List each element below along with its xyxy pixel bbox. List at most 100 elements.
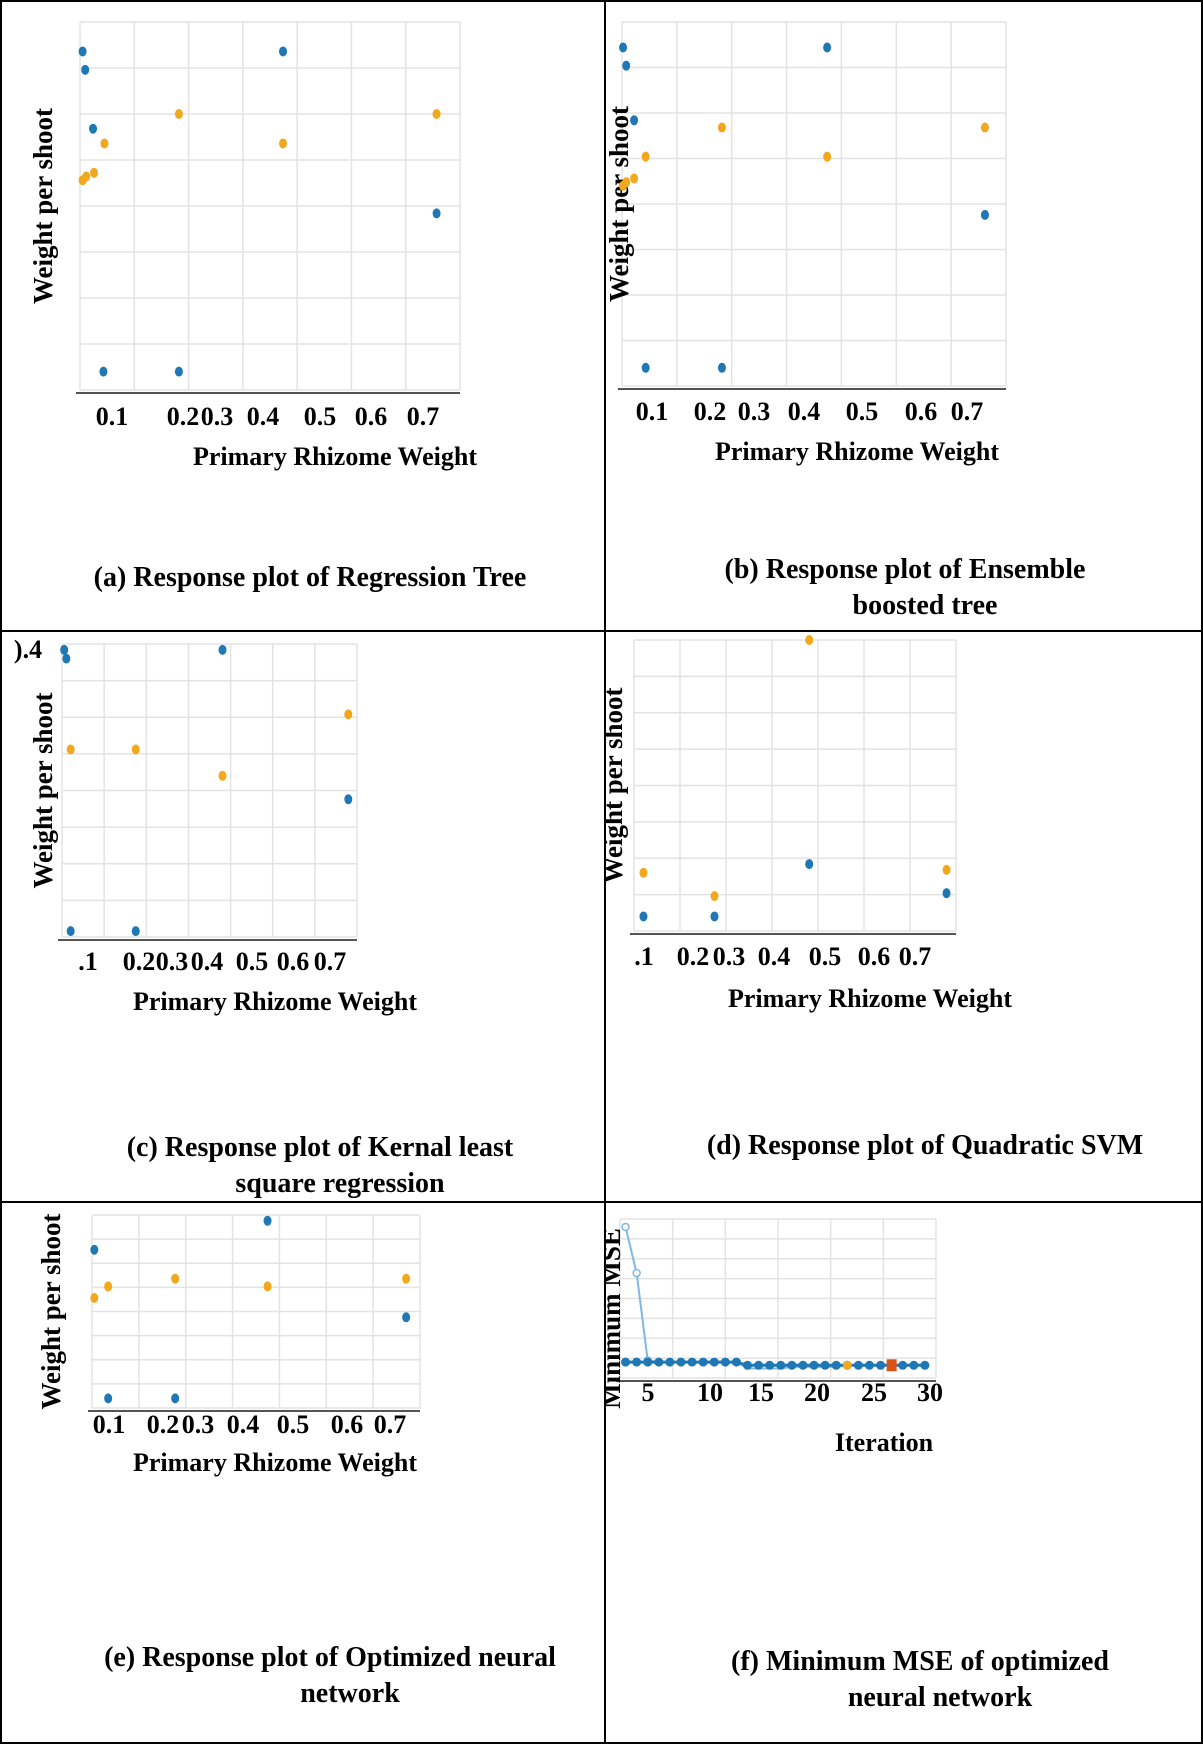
data-point-blue [622,60,631,71]
x-tick-label: 0.6 [858,942,891,971]
data-point-orange [805,635,814,645]
data-point-orange [710,891,719,902]
series-point-observed [709,1357,719,1367]
x-tick-label: 0.2 [167,402,200,431]
data-point-blue [81,64,90,75]
x-tick-label: 20 [804,1378,830,1407]
x-tick-label: .1 [78,947,98,976]
series-point-observed [787,1360,797,1370]
caption-f: (f) Minimum MSE of optimized neural netw… [660,1644,1180,1716]
x-tick-label: 0.5 [846,397,879,426]
data-point-orange [942,864,951,875]
data-point-orange [100,138,109,149]
caption-d-line1: (d) Response plot of Quadratic SVM [706,1130,1144,1161]
x-tick-label: 0.2 [677,942,710,971]
data-point-orange [90,1292,99,1303]
caption-b: (b) Response plot of Ensemble boosted tr… [640,552,1170,624]
data-point-blue [630,115,639,126]
series-point-observed [754,1360,764,1370]
caption-f-line1: (f) Minimum MSE of optimized [731,1646,1109,1677]
series-point-observed [920,1360,930,1370]
x-tick-label: 0.4 [191,947,224,976]
x-tick-label: 0.7 [899,942,932,971]
x-tick-label: 0.5 [304,402,337,431]
x-tick-label: 0.5 [809,942,842,971]
data-point-blue [174,366,183,377]
series-point-observed [632,1357,642,1367]
caption-c: (c) Response plot of Kernal least square… [60,1130,580,1202]
x-axis-label: Primary Rhizome Weight [715,437,999,466]
data-point-orange [823,151,832,162]
data-point-blue [99,366,108,377]
data-point-orange [622,177,631,188]
data-point-blue [432,208,441,219]
highlight-point-marker [842,1360,852,1370]
series-point-observed [720,1357,730,1367]
caption-e-line2: network [300,1678,400,1709]
x-tick-label: 0.4 [758,942,791,971]
caption-d: (d) Response plot of Quadratic SVM [660,1128,1190,1164]
x-tick-label: 0.2 [123,947,156,976]
series-line-estimated [624,1226,925,1370]
x-tick-label: 0.1 [96,402,129,431]
data-point-orange [344,709,353,720]
series-point-observed [676,1357,686,1367]
data-point-orange [639,867,648,878]
x-tick-label: 0.3 [738,397,771,426]
x-tick-label: 15 [748,1378,774,1407]
y-axis-label: Minimum MSE [604,1228,626,1409]
x-tick-label: 0.1 [636,397,669,426]
data-point-orange [402,1273,411,1284]
x-axis-label: Primary Rhizome Weight [728,984,1012,1013]
panel-e-chart: Weight per shoot 0.1 0.2 0.3 0.4 0.5 0.6 0.7 Pri… [36,1213,421,1477]
panel-f-chart: Minimum MSE 5 10 15 20 25 30 Iteration [604,1218,943,1457]
data-point-orange [82,171,91,182]
series-line-observed [625,1360,925,1367]
x-tick-label: 0.6 [905,397,938,426]
caption-a-line1: (a) Response plot of Regression Tree [93,562,527,593]
y-axis-label: Weight per shoot [28,692,58,888]
caption-e-line1: (e) Response plot of Optimized neural [104,1642,556,1673]
y-axis-label: Weight per shoot [28,108,58,304]
data-point-blue [805,859,814,870]
data-point-orange [279,138,288,149]
x-tick-label: 0.3 [201,402,234,431]
data-point-orange [717,122,726,133]
data-point-blue [639,911,648,922]
data-point-orange [104,1281,113,1292]
border-top [0,0,1203,2]
data-point-orange [66,744,75,755]
x-tick-label: 0.6 [355,402,388,431]
x-tick-label: 30 [917,1378,943,1407]
x-tick-label: 0.4 [788,397,821,426]
data-point-orange [263,1281,272,1292]
x-tick-label: 0.1 [93,1410,126,1439]
x-tick-label: 5 [642,1378,655,1407]
data-point-orange [980,122,989,133]
series-point-observed [809,1360,819,1370]
x-tick-label: 0.7 [374,1410,407,1439]
series-point-estimated [621,1222,630,1232]
series-point-observed [853,1360,863,1370]
x-tick-label: 0.6 [277,947,310,976]
x-tick-label: 0.4 [247,402,280,431]
x-tick-label: 0.5 [236,947,269,976]
data-point-orange [630,173,639,184]
series-point-observed [776,1360,786,1370]
data-point-blue [171,1393,180,1404]
x-tick-label: 0.7 [951,397,984,426]
series-point-observed [898,1360,908,1370]
y-axis-label: Weight per shoot [36,1213,66,1409]
x-axis-label: Iteration [835,1428,934,1457]
series-point-observed [743,1360,753,1370]
data-point-orange [171,1273,180,1284]
data-point-blue [980,209,989,220]
data-point-blue [263,1215,272,1226]
x-tick-label: 10 [697,1378,723,1407]
x-tick-label: 25 [861,1378,887,1407]
data-point-blue [717,362,726,373]
data-point-blue [89,123,98,134]
data-point-blue [90,1244,99,1255]
series-point-observed [698,1357,708,1367]
y-tick-label: ).4 [14,635,42,664]
